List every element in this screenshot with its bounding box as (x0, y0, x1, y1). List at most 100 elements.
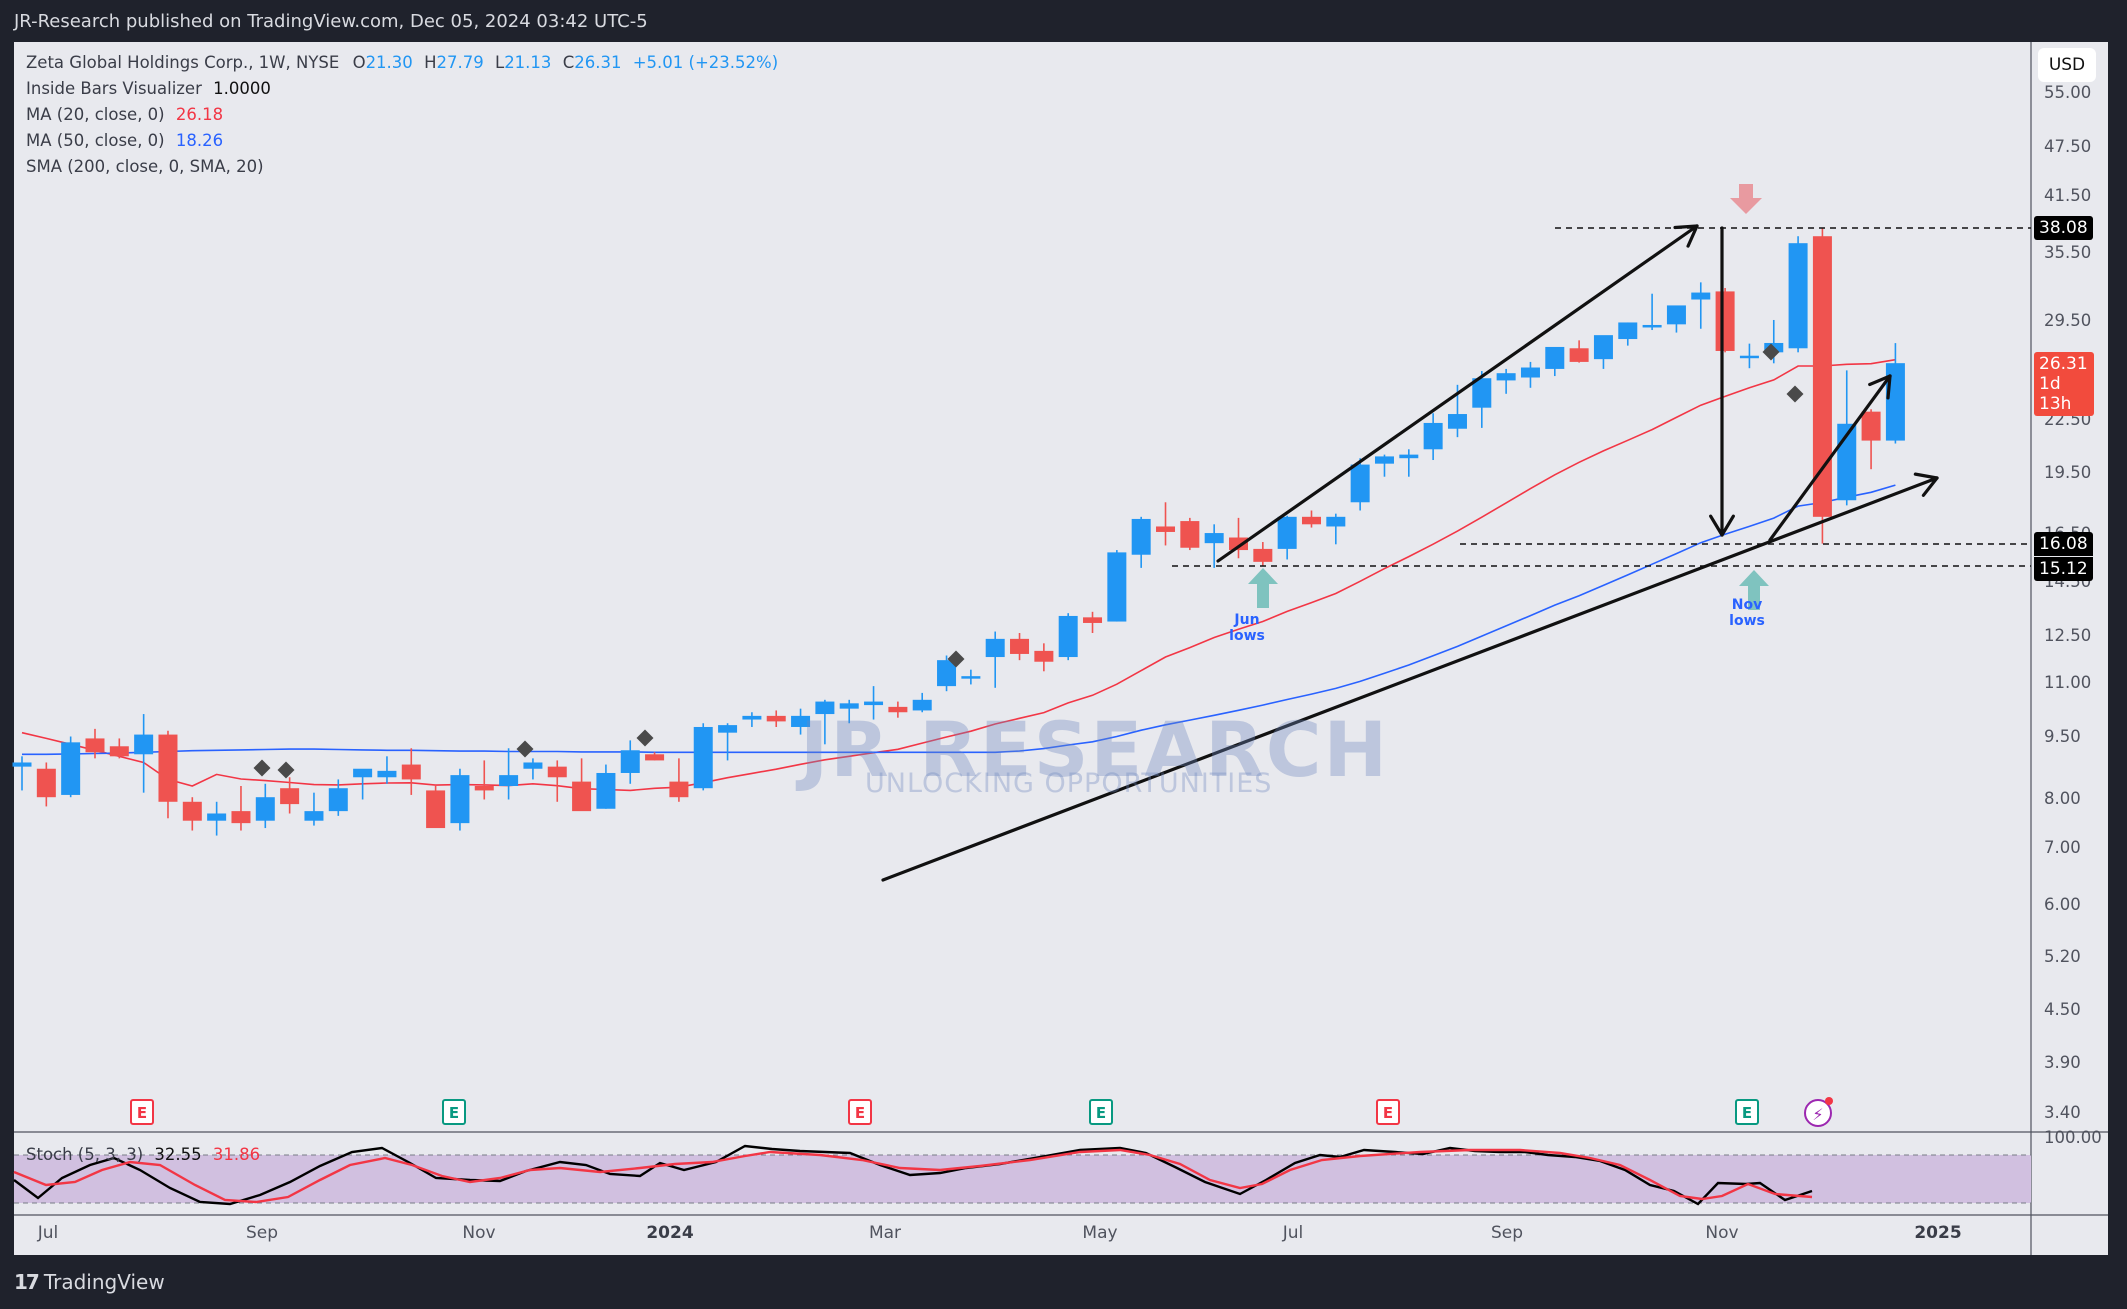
candle[interactable] (815, 699, 835, 745)
candle[interactable] (864, 686, 884, 720)
candle[interactable] (1204, 524, 1224, 568)
candle[interactable] (1520, 361, 1540, 388)
candle[interactable] (36, 762, 56, 807)
candle[interactable] (280, 777, 300, 814)
candle[interactable] (426, 785, 446, 829)
candle[interactable] (499, 748, 519, 800)
candle[interactable] (401, 748, 421, 795)
candle[interactable] (1423, 413, 1443, 461)
candle[interactable] (1350, 458, 1370, 511)
earnings-icon[interactable]: E (1376, 1099, 1400, 1125)
candle[interactable] (1691, 282, 1711, 329)
candle[interactable] (1058, 613, 1078, 661)
indicator-inside-bars[interactable]: Inside Bars Visualizer 1.0000 (26, 76, 778, 102)
candle[interactable] (572, 758, 592, 812)
candle[interactable] (134, 714, 154, 793)
indicator-sma200[interactable]: SMA (200, close, 0, SMA, 20) (26, 154, 778, 180)
symbol-legend-row[interactable]: Zeta Global Holdings Corp., 1W, NYSE O21… (26, 50, 778, 76)
candle[interactable] (1229, 517, 1248, 559)
candle[interactable] (523, 758, 543, 780)
candle[interactable] (109, 738, 129, 759)
candle[interactable] (304, 792, 324, 826)
candle[interactable] (1593, 335, 1613, 369)
candle[interactable] (158, 730, 178, 819)
earnings-icon[interactable]: E (130, 1099, 154, 1125)
candle[interactable] (547, 760, 567, 802)
candle[interactable] (620, 740, 640, 784)
candle[interactable] (1131, 516, 1151, 568)
candle[interactable] (255, 783, 275, 829)
candle[interactable] (1083, 611, 1103, 634)
candle[interactable] (888, 701, 908, 718)
candle[interactable] (1301, 510, 1321, 528)
candle[interactable] (353, 768, 373, 800)
candle[interactable] (1156, 502, 1176, 546)
candle[interactable] (937, 655, 957, 692)
candle[interactable] (182, 797, 202, 831)
candle[interactable] (1180, 517, 1200, 551)
candle[interactable] (1010, 633, 1030, 661)
earnings-icon[interactable]: E (1089, 1099, 1113, 1125)
candle[interactable] (1496, 368, 1516, 394)
time-axis-label: Jul (37, 1223, 59, 1243)
candle[interactable] (61, 736, 81, 798)
candle[interactable] (1472, 371, 1492, 428)
candle[interactable] (1618, 322, 1638, 346)
candle[interactable] (1666, 305, 1686, 333)
candle[interactable] (1715, 287, 1735, 353)
candle[interactable] (669, 758, 689, 802)
published-header: JR-Research published on TradingView.com… (14, 11, 648, 32)
candle[interactable] (207, 801, 227, 836)
indicator-ma50[interactable]: MA (50, close, 0) 18.26 (26, 128, 778, 154)
candle[interactable] (1326, 513, 1346, 545)
candle[interactable] (961, 669, 981, 685)
candle[interactable] (693, 723, 713, 791)
candle[interactable] (1374, 454, 1394, 477)
currency-button[interactable]: USD (2038, 48, 2096, 82)
earnings-icon[interactable]: E (442, 1099, 466, 1125)
candle[interactable] (912, 692, 932, 713)
candle[interactable] (1569, 340, 1589, 363)
indicator-ma20[interactable]: MA (20, close, 0) 26.18 (26, 102, 778, 128)
last-price-value: 26.31 (2039, 354, 2088, 374)
indicator-name: MA (50, close, 0) (26, 131, 165, 150)
candle[interactable] (328, 779, 348, 816)
indicator-name: Inside Bars Visualizer (26, 79, 202, 98)
candle[interactable] (1545, 346, 1565, 377)
tradingview-brand[interactable]: 17 TradingView (14, 1270, 165, 1294)
candle[interactable] (474, 760, 494, 800)
jun-lows-label: Jun lows (1229, 612, 1265, 644)
earnings-icon[interactable]: E (1735, 1099, 1759, 1125)
candle[interactable] (1788, 236, 1808, 353)
candle[interactable] (450, 768, 470, 831)
earnings-icon[interactable]: E (848, 1099, 872, 1125)
price-axis-label: 41.50 (2044, 186, 2092, 206)
candle[interactable] (791, 708, 811, 735)
candle[interactable] (1642, 293, 1662, 331)
candle[interactable] (1277, 515, 1297, 560)
open-value: 21.30 (365, 53, 413, 72)
stochastic-legend[interactable]: Stoch (5, 3, 3) 32.55 31.86 (26, 1145, 260, 1164)
candle[interactable] (985, 631, 1005, 688)
candle[interactable] (1812, 227, 1832, 544)
candle[interactable] (1739, 343, 1759, 369)
candle[interactable] (231, 785, 251, 831)
candle[interactable] (596, 764, 616, 809)
candle[interactable] (839, 699, 859, 724)
open-label: O (352, 53, 366, 72)
candle[interactable] (645, 752, 665, 761)
candle[interactable] (1107, 550, 1127, 622)
candle[interactable] (766, 710, 786, 727)
candle[interactable] (1034, 643, 1054, 672)
flash-event-icon[interactable]: ⚡ (1804, 1097, 1833, 1127)
candle[interactable] (1253, 542, 1273, 567)
candle[interactable] (1399, 449, 1419, 477)
candle[interactable] (742, 712, 762, 727)
candle[interactable] (12, 756, 32, 791)
candle[interactable] (1837, 370, 1857, 506)
candle[interactable] (85, 728, 105, 759)
candle[interactable] (1861, 409, 1881, 470)
candle[interactable] (718, 723, 738, 761)
candle[interactable] (377, 756, 397, 784)
